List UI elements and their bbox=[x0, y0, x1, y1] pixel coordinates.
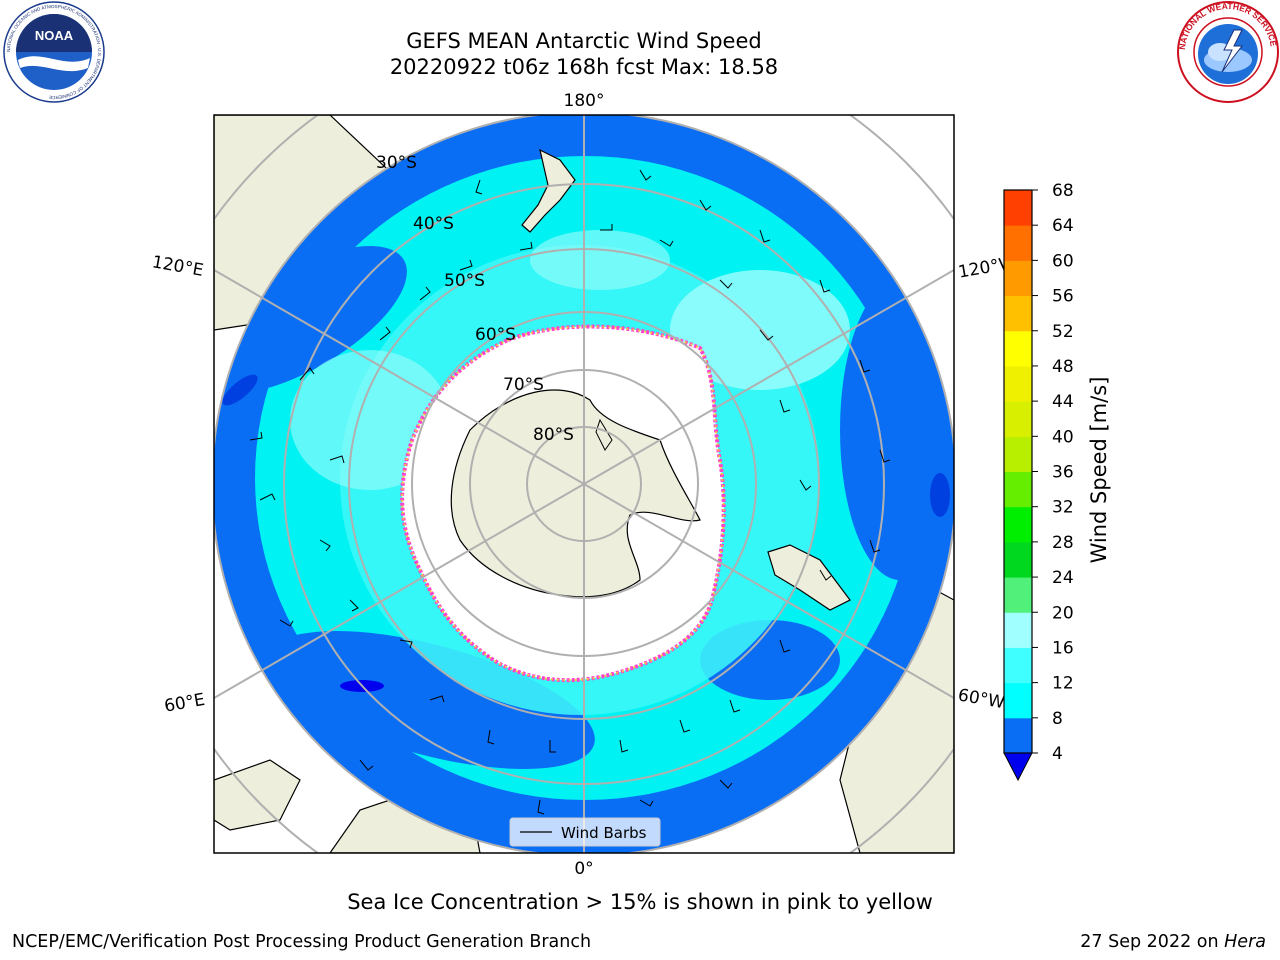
lon-label-60e: 60°E bbox=[163, 690, 207, 717]
colorbar-segment bbox=[1004, 225, 1032, 261]
colorbar-tick-label: 24 bbox=[1052, 568, 1074, 588]
colorbar-segment bbox=[1004, 295, 1032, 332]
colorbar-tick-label: 52 bbox=[1052, 322, 1074, 342]
colorbar-tick-label: 36 bbox=[1052, 463, 1074, 483]
colorbar-tick-label: 28 bbox=[1052, 533, 1074, 553]
colorbar-segment bbox=[1004, 436, 1032, 472]
new-zealand bbox=[521, 148, 576, 233]
colorbar-extend bbox=[1003, 752, 1033, 782]
colorbar-segment bbox=[1004, 612, 1032, 648]
footer-host: Hera bbox=[1224, 932, 1266, 952]
colorbar-segment bbox=[1004, 190, 1032, 226]
colorbar-tick-label: 12 bbox=[1052, 674, 1074, 694]
footer-date-text: 27 Sep 2022 on bbox=[1080, 932, 1225, 952]
colorbar-tick-label: 20 bbox=[1052, 603, 1074, 623]
barb-legend: Wind Barbs bbox=[509, 817, 661, 847]
map-subtitle: 20220922 t06z 168h fcst Max: 18.58 bbox=[389, 55, 779, 79]
lon-label-120e: 120°E bbox=[151, 252, 205, 281]
sea-ice-note: Sea Ice Concentration > 15% is shown in … bbox=[347, 890, 933, 914]
nws-logo: NATIONAL WEATHER SERVICE bbox=[1177, 1, 1279, 103]
colorbar-tick-label: 40 bbox=[1052, 427, 1074, 447]
noaa-logo: NOAA NATIONAL OCEANIC AND ATMOSPHERIC AD… bbox=[3, 1, 105, 103]
colorbar-tick-label: 44 bbox=[1052, 392, 1074, 412]
colorbar-segment bbox=[1004, 647, 1032, 684]
noaa-logo-text: NOAA bbox=[35, 28, 74, 43]
lon-label-180: 180° bbox=[564, 91, 605, 111]
lat-label-30s: 30°S bbox=[376, 153, 417, 173]
lon-label-60w: 60°W bbox=[956, 685, 1006, 713]
lat-label-40s: 40°S bbox=[413, 214, 454, 234]
colorbar-segment bbox=[1004, 471, 1032, 508]
lat-label-60s: 60°S bbox=[475, 325, 516, 345]
colorbar-segment bbox=[1004, 717, 1032, 754]
wind-barbs bbox=[249, 169, 891, 815]
lat-label-50s: 50°S bbox=[444, 271, 485, 291]
footer-date: 27 Sep 2022 on Hera bbox=[1080, 932, 1266, 952]
lat-label-70s: 70°S bbox=[503, 375, 544, 395]
lon-label-0: 0° bbox=[574, 859, 593, 879]
barb-legend-label: Wind Barbs bbox=[561, 824, 647, 842]
colorbar-segment bbox=[1004, 577, 1032, 613]
colorbar-label: Wind Speed [m/s] bbox=[1087, 377, 1111, 564]
colorbar-tick-label: 48 bbox=[1052, 357, 1074, 377]
colorbar-tick-label: 56 bbox=[1052, 287, 1074, 307]
antarctica bbox=[450, 389, 701, 598]
lat-label-80s: 80°S bbox=[533, 425, 574, 445]
colorbar-tick-label: 16 bbox=[1052, 638, 1074, 658]
colorbar-tick-label: 60 bbox=[1052, 251, 1074, 271]
colorbar-segment bbox=[1004, 506, 1032, 543]
map-frame bbox=[213, 114, 955, 854]
colorbar-segment bbox=[1004, 682, 1032, 719]
colorbar-tick-label: 4 bbox=[1052, 744, 1063, 764]
colorbar-segment bbox=[1004, 541, 1032, 578]
colorbar-tick-label: 64 bbox=[1052, 216, 1074, 236]
colorbar-tick-label: 68 bbox=[1052, 181, 1074, 201]
colorbar-segment bbox=[1004, 401, 1032, 437]
footer-branch: NCEP/EMC/Verification Post Processing Pr… bbox=[12, 932, 592, 952]
colorbar-tick-label: 8 bbox=[1052, 709, 1063, 729]
colorbar-tick-label: 32 bbox=[1052, 498, 1074, 518]
colorbar-segment bbox=[1004, 330, 1032, 367]
colorbar-segment bbox=[1004, 365, 1032, 402]
colorbar-segment bbox=[1004, 260, 1032, 297]
graticule bbox=[214, 115, 954, 853]
map-title: GEFS MEAN Antarctic Wind Speed bbox=[406, 29, 762, 53]
